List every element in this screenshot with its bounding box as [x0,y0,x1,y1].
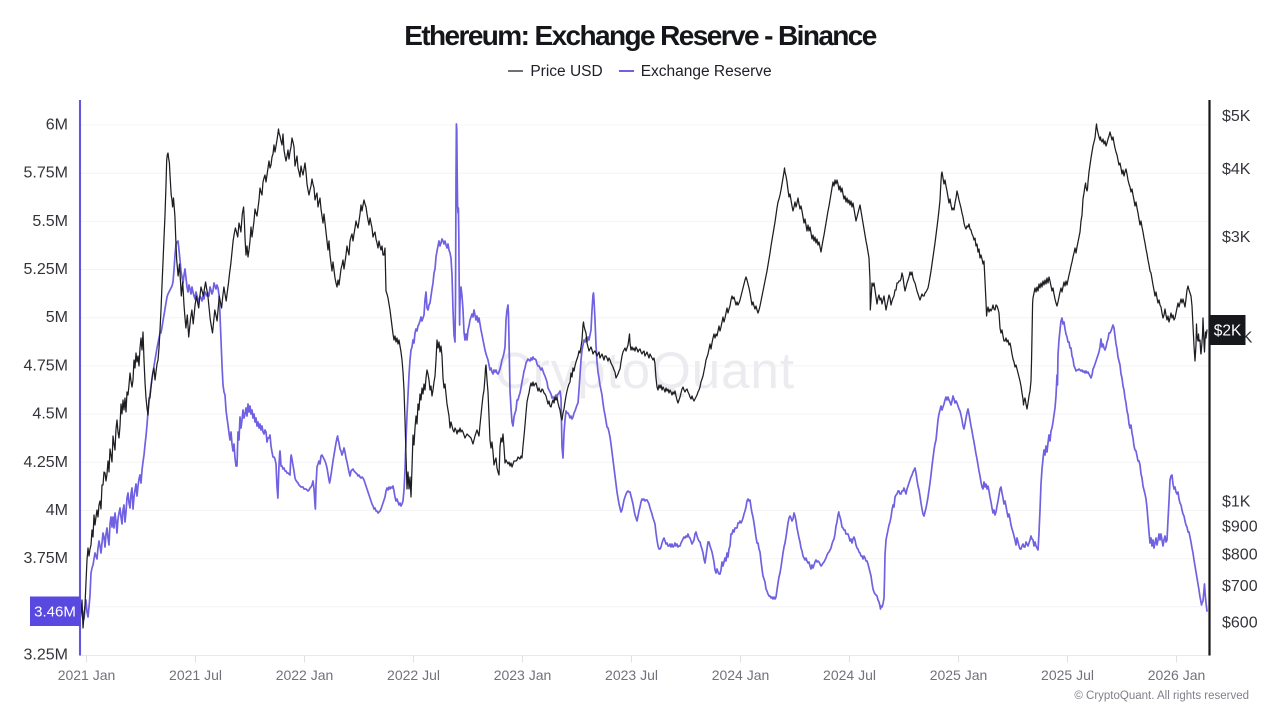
svg-text:5.75M: 5.75M [24,165,68,182]
svg-text:2021 Jul: 2021 Jul [169,667,222,683]
svg-text:4.75M: 4.75M [24,357,68,374]
svg-text:2025 Jul: 2025 Jul [1041,667,1094,683]
svg-text:2026 Jan: 2026 Jan [1148,667,1206,683]
svg-text:2022 Jan: 2022 Jan [276,667,334,683]
svg-text:2023 Jul: 2023 Jul [605,667,658,683]
svg-text:3.25M: 3.25M [24,647,68,664]
svg-text:$3K: $3K [1222,229,1251,246]
svg-text:3.75M: 3.75M [24,550,68,567]
svg-text:6M: 6M [46,117,68,134]
svg-text:2025 Jan: 2025 Jan [930,667,988,683]
svg-text:2023 Jan: 2023 Jan [494,667,552,683]
svg-text:4.5M: 4.5M [32,406,68,423]
svg-text:4.25M: 4.25M [24,454,68,471]
svg-text:5.25M: 5.25M [24,261,68,278]
svg-text:$600: $600 [1222,615,1258,632]
svg-text:5M: 5M [46,309,68,326]
svg-text:$2K: $2K [1214,323,1242,340]
svg-text:$700: $700 [1222,578,1258,595]
svg-text:$800: $800 [1222,547,1258,564]
svg-text:$1K: $1K [1222,494,1251,511]
svg-text:3.46M: 3.46M [34,604,76,621]
svg-text:4M: 4M [46,502,68,519]
svg-text:2024 Jul: 2024 Jul [823,667,876,683]
svg-text:$900: $900 [1222,519,1258,536]
svg-text:5.5M: 5.5M [32,213,68,230]
svg-text:2024 Jan: 2024 Jan [712,667,770,683]
svg-text:2022 Jul: 2022 Jul [387,667,440,683]
svg-text:$5K: $5K [1222,108,1251,125]
svg-text:$4K: $4K [1222,161,1251,178]
svg-text:2021 Jan: 2021 Jan [58,667,116,683]
